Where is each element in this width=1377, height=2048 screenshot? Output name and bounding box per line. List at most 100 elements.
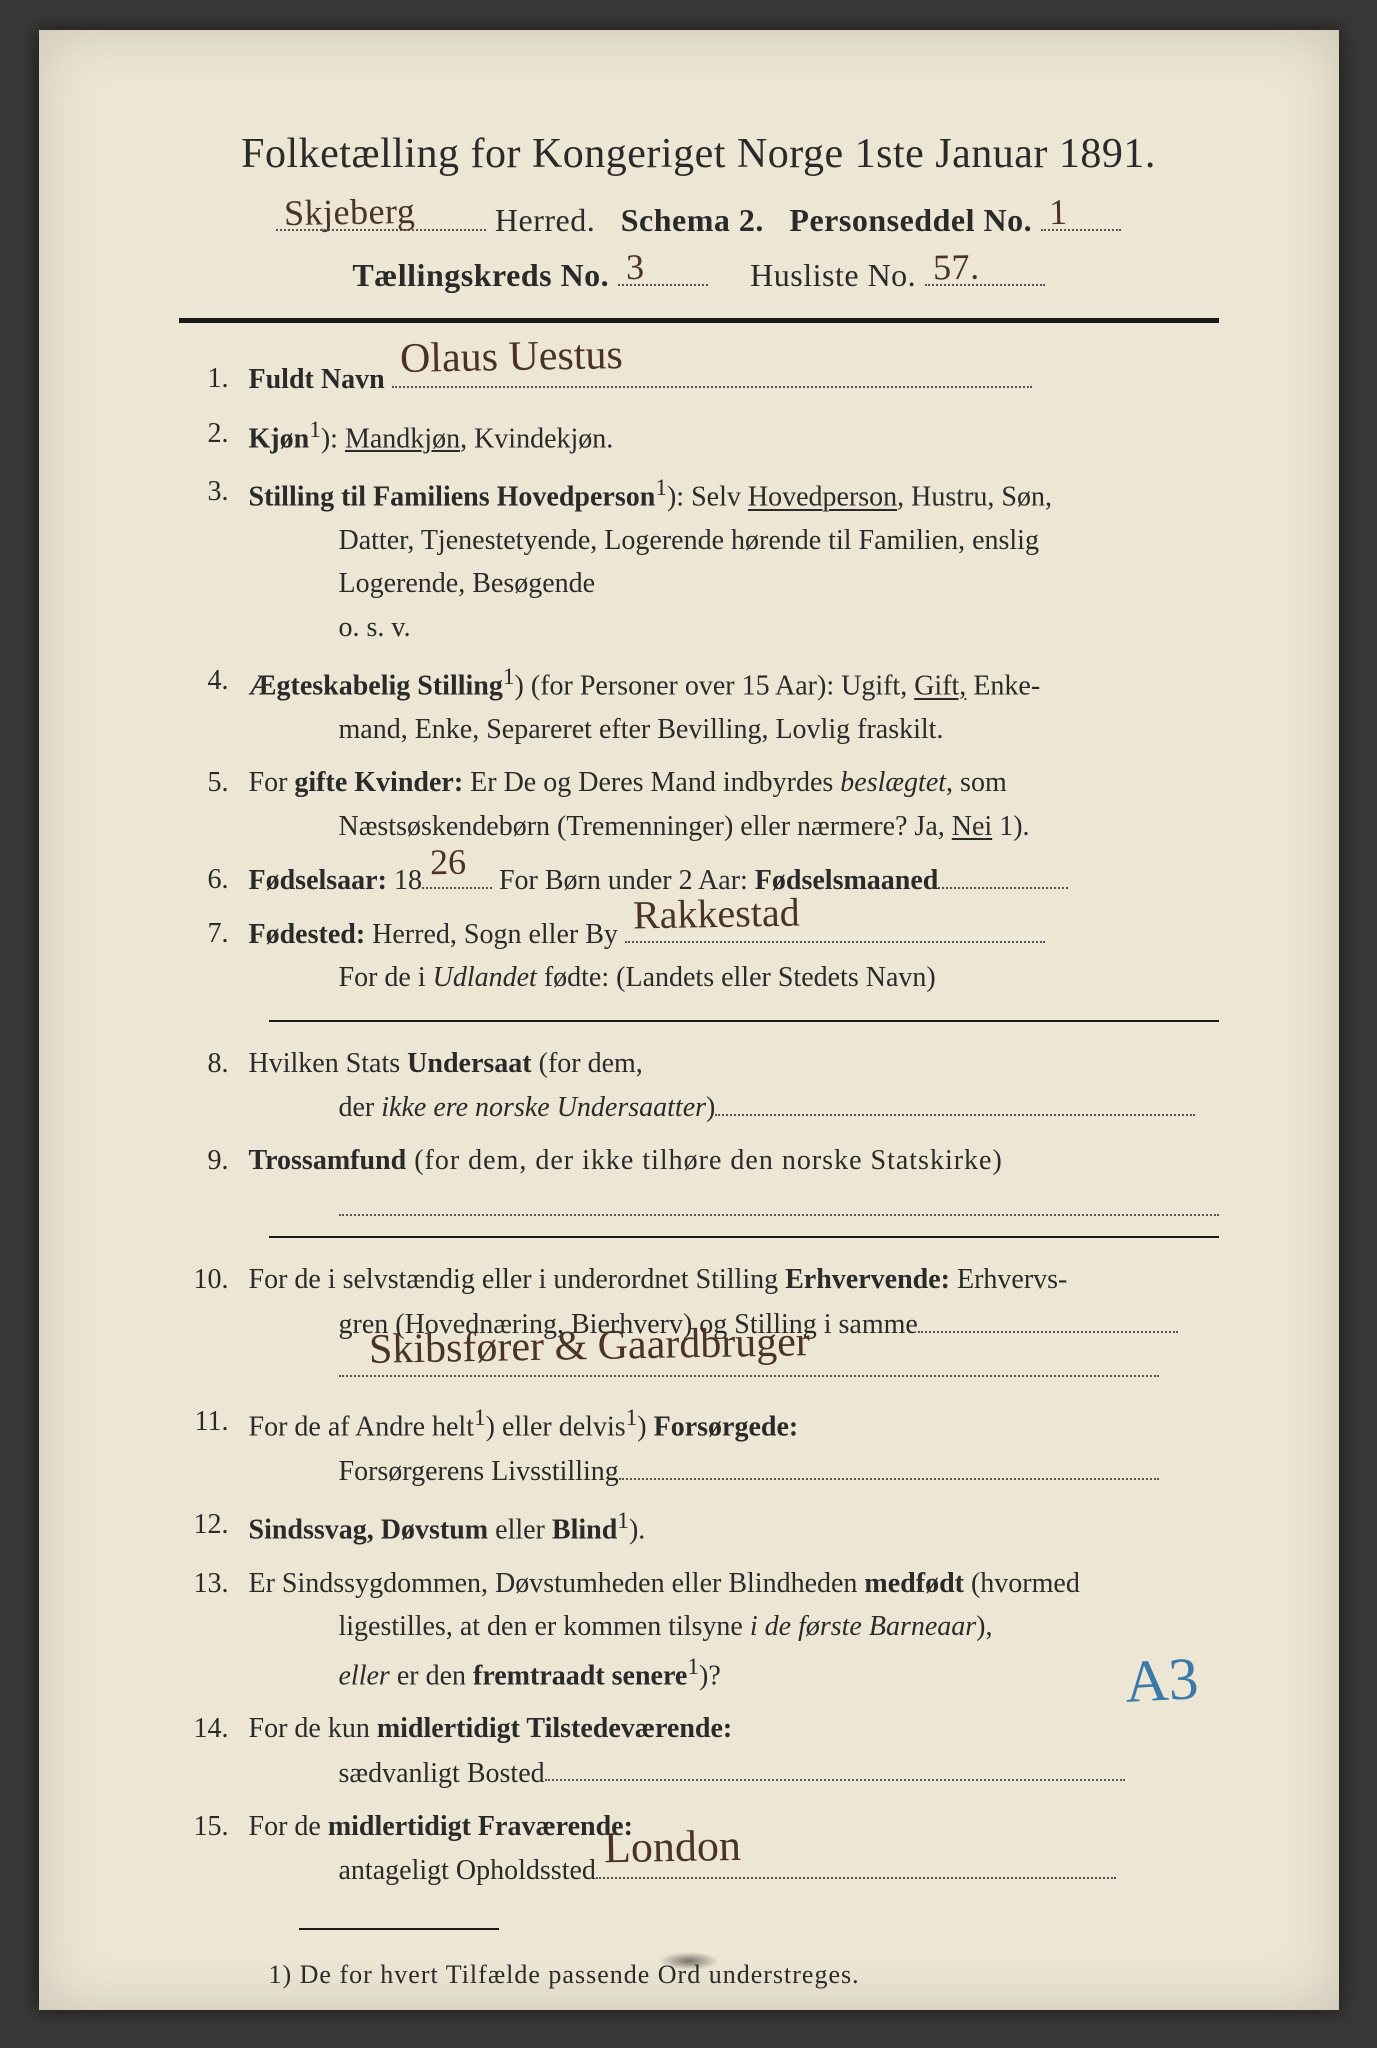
text: ), (976, 1611, 992, 1642)
text: fødte: (Landets eller Stedets Navn) (537, 962, 936, 993)
label-fodested: Fødested: (249, 919, 366, 950)
text: Logerende, Besøgende (249, 562, 1219, 605)
text: ): Selv (667, 482, 748, 513)
schema-label: Schema 2. (621, 202, 764, 238)
mandkjon-underlined: Mandkjøn (345, 423, 460, 454)
form-title: Folketælling for Kongeriget Norge 1ste J… (179, 130, 1219, 178)
item-num: 3. (179, 470, 249, 649)
text: For (249, 767, 295, 798)
personseddel-label: Personseddel No. (789, 202, 1032, 238)
text: ) (706, 1092, 715, 1123)
item-10: 10. For de i selvstændig eller i underor… (179, 1258, 1219, 1390)
text: der (339, 1092, 382, 1123)
sup: 1 (617, 1508, 629, 1534)
item-14: 14. For de kun midlertidigt Tilstedevære… (179, 1707, 1219, 1795)
text: )? (699, 1660, 721, 1691)
item-7: 7. Fødested: Herred, Sogn eller By Rakke… (179, 912, 1219, 1000)
text-italic: Udlandet (433, 962, 537, 993)
herred-label: Herred. (495, 202, 595, 238)
text: ligestilles, at den er kommen tilsyne (339, 1611, 750, 1642)
label-fremtraadt: fremtraadt senere (473, 1660, 687, 1691)
label-fravaerende: midlertidigt Fraværende: (328, 1811, 633, 1842)
text: er den (390, 1660, 473, 1691)
hovedperson-underlined: Hovedperson (748, 482, 897, 513)
item-9: 9. Trossamfund (for dem, der ikke tilhør… (179, 1139, 1219, 1216)
item-num: 4. (179, 659, 249, 751)
text-italic: i de første Barneaar (750, 1611, 976, 1642)
opholdssted-value: London (603, 1812, 741, 1883)
text: sædvanligt Bosted (339, 1757, 545, 1788)
paper-smudge (659, 1952, 719, 1970)
text: (hvormed (964, 1568, 1080, 1599)
husliste-no: 57. (932, 246, 979, 289)
item-2: 2. Kjøn1): Mandkjøn, Kvindekjøn. (179, 412, 1219, 461)
sup: 1 (503, 664, 515, 690)
item-13: 13. Er Sindssygdommen, Døvstumheden elle… (179, 1562, 1219, 1698)
sup: 1 (474, 1405, 486, 1431)
sup: 1 (655, 475, 667, 501)
text: antageligt Opholdssted (339, 1855, 596, 1886)
item-num: 2. (179, 412, 249, 461)
item-num: 12. (179, 1503, 249, 1552)
item-num: 14. (179, 1707, 249, 1795)
label-blind: Blind (552, 1514, 617, 1545)
label-fuldt-navn: Fuldt Navn (249, 364, 385, 395)
footnote-rule (299, 1928, 499, 1930)
gift-underlined: Gift, (914, 671, 966, 702)
text: ) eller delvis (486, 1411, 626, 1442)
item-num: 11. (179, 1400, 249, 1493)
text: For de (249, 1811, 328, 1842)
text: Enke- (966, 671, 1040, 702)
header-line-2: Tællingskreds No. 3 Husliste No. 57. (179, 251, 1219, 294)
label-erhvervende: Erhvervende: (785, 1264, 950, 1295)
text: mand, Enke, Separeret efter Bevilling, L… (249, 708, 1219, 751)
item-5: 5. For gifte Kvinder: Er De og Deres Man… (179, 761, 1219, 848)
item-num: 5. (179, 761, 249, 848)
text-italic: ikke ere norske Undersaatter (381, 1092, 706, 1123)
item-num: 9. (179, 1139, 249, 1216)
sup: 1 (309, 417, 321, 443)
text: ) (for Personer over 15 Aar): Ugift, (515, 671, 915, 702)
label-tilstedevaerende: midlertidigt Tilstedeværende: (377, 1713, 732, 1744)
item-12: 12. Sindssvag, Døvstum eller Blind1). (179, 1503, 1219, 1552)
text: , Hustru, Søn, (897, 482, 1052, 513)
text-italic: eller (339, 1660, 390, 1691)
text: (for dem, (532, 1048, 643, 1079)
text: Er De og Deres Mand indbyrdes (463, 767, 840, 798)
item-4: 4. Ægteskabelig Stilling1) (for Personer… (179, 659, 1219, 751)
item-num: 6. (179, 858, 249, 902)
item-1: 1. Fuldt Navn Olaus Uestus (179, 357, 1219, 401)
sup: 1 (687, 1654, 699, 1680)
fodselsaar-value: 26 (429, 835, 466, 891)
text: eller (488, 1514, 552, 1545)
text: Datter, Tjenestetyende, Logerende hørend… (249, 519, 1219, 562)
text: ). (629, 1514, 645, 1545)
label-medfodt: medfødt (864, 1568, 964, 1599)
label-trossamfund: Trossamfund (249, 1145, 407, 1176)
text: (for dem, der ikke tilhøre den norske St… (406, 1145, 1003, 1176)
sup: 1 (626, 1405, 638, 1431)
kreds-no: 3 (625, 246, 644, 288)
label-sindssvag: Sindssvag, Døvstum (249, 1514, 489, 1545)
item-num: 7. (179, 912, 249, 1000)
header-rule (179, 318, 1219, 323)
label-fodselsaar: Fødselsaar: (249, 865, 387, 896)
label-forsorgede: Forsørgede: (654, 1411, 799, 1442)
text: Forsørgerens Livsstilling (339, 1456, 619, 1487)
text-italic: beslægtet (840, 767, 946, 798)
text: Er Sindssygdommen, Døvstumheden eller Bl… (249, 1568, 865, 1599)
navn-value: Olaus Uestus (399, 323, 623, 392)
text: , Kvindekjøn. (460, 423, 613, 454)
item-num: 15. (179, 1805, 249, 1893)
herred-value: Skjeberg (284, 190, 416, 234)
husliste-label: Husliste No. (750, 257, 916, 293)
item-11: 11. For de af Andre helt1) eller delvis1… (179, 1400, 1219, 1493)
form-header: Folketælling for Kongeriget Norge 1ste J… (179, 130, 1219, 294)
text: For de kun (249, 1713, 377, 1744)
text: 18 (387, 865, 422, 896)
text: o. s. v. (249, 606, 1219, 649)
text: 1). (992, 811, 1029, 842)
fodested-value: Rakkestad (632, 882, 800, 947)
kreds-label: Tællingskreds No. (352, 257, 609, 293)
item-num: 1. (179, 357, 249, 401)
